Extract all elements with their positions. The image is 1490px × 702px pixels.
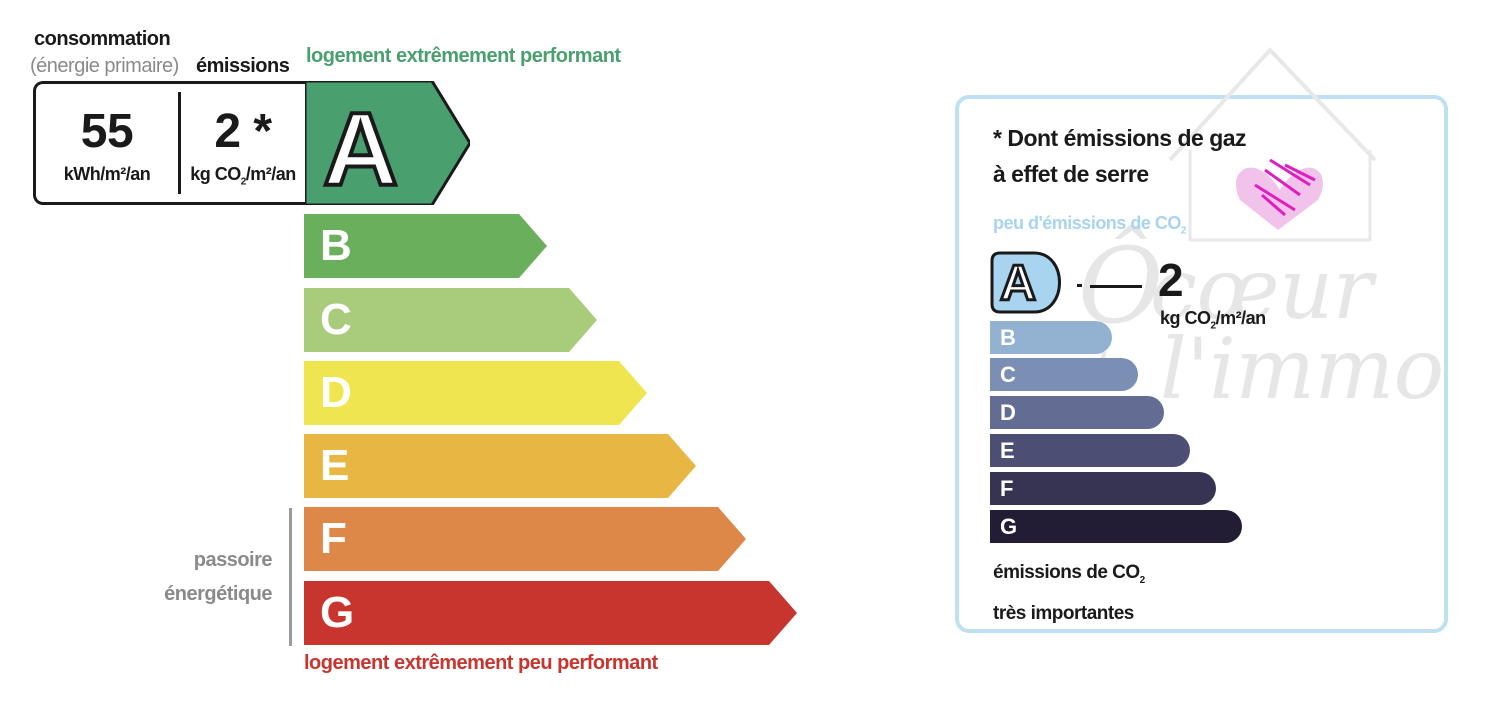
energy-class-c: C	[304, 288, 597, 352]
energy-class-d: D	[304, 361, 647, 425]
ges-unit-sub: 2	[240, 176, 247, 188]
co2-unit-prefix: kg CO	[1160, 308, 1211, 328]
co2-title-line2: à effet de serre	[993, 161, 1149, 187]
co2-high-label: émissions de CO2 très importantes	[993, 556, 1253, 630]
co2-unit-sub: 2	[1210, 320, 1217, 332]
energie-primaire-label: (énergie primaire)	[30, 55, 179, 77]
co2-value: 2	[1158, 254, 1184, 306]
value-box	[33, 81, 305, 205]
energy-class-g: G	[304, 581, 797, 645]
passoire-line2: énergétique	[164, 583, 272, 605]
co2-high-line1: émissions de CO2	[993, 556, 1253, 597]
watermark-coeur: cœur	[1150, 240, 1373, 338]
energy-class-b: B	[304, 214, 547, 278]
energy-value: 55	[80, 105, 134, 158]
co2-class-letter: C	[1000, 362, 1016, 387]
co2-class-e: E	[990, 434, 1190, 467]
co2-pointer-line	[1090, 285, 1142, 288]
energy-class-letter: G	[320, 588, 354, 637]
co2-low-label: peu d'émissions de CO2	[993, 213, 1186, 237]
value-divider	[178, 92, 181, 194]
co2-class-letter: E	[1000, 438, 1015, 463]
co2-class-letter: F	[1000, 476, 1013, 501]
co2-unit-suffix: /m²/an	[1215, 308, 1267, 328]
co2-class-letter: A	[1000, 255, 1036, 311]
energy-class-letter: B	[320, 221, 352, 270]
co2-unit: kg CO2/m²/an	[1160, 308, 1266, 332]
energy-unit: kWh/m²/an	[63, 164, 151, 184]
consommation-label: consommation	[34, 28, 171, 50]
co2-low-sub: 2	[1180, 225, 1187, 237]
ges-unit: kg CO2/m²/an	[181, 164, 305, 188]
energy-class-e: E	[304, 434, 696, 498]
co2-pointer-dot	[1077, 284, 1082, 287]
co2-high-sub: 2	[1139, 574, 1146, 586]
co2-class-g: G	[990, 510, 1242, 543]
co2-high-line2: très importantes	[993, 602, 1134, 624]
energy-class-letter: A	[323, 92, 398, 205]
bottom-performance-label: logement extrêmement peu performant	[304, 652, 658, 674]
passoire-label: passoire énergétique	[150, 543, 272, 611]
ges-value: 2 *	[214, 105, 272, 158]
co2-class-letter: D	[1000, 400, 1016, 425]
energy-class-letter: D	[320, 368, 352, 417]
watermark-immo: l'immo	[1160, 320, 1444, 418]
passoire-line1: passoire	[193, 549, 273, 571]
co2-class-d: D	[990, 396, 1164, 429]
energy-class-letter: F	[320, 514, 347, 563]
emissions-label: émissions	[196, 55, 290, 77]
energy-class-letter: E	[320, 441, 349, 490]
ges-unit-suffix: /m²/an	[245, 164, 297, 184]
energy-class-a: A	[305, 81, 470, 205]
co2-class-b: B	[990, 321, 1112, 354]
co2-class-f: F	[990, 472, 1216, 505]
top-performance-label: logement extrêmement performant	[306, 45, 621, 67]
house-heart-watermark-icon	[1168, 47, 1377, 242]
co2-title: * Dont émissions de gaz à effet de serre	[993, 120, 1323, 192]
co2-high-text: émissions de CO	[993, 562, 1140, 583]
co2-low-text: peu d'émissions de CO	[993, 213, 1181, 233]
co2-class-letter: G	[1000, 514, 1017, 539]
co2-title-line1: * Dont émissions de gaz	[993, 125, 1247, 151]
ges-unit-prefix: kg CO	[190, 164, 241, 184]
co2-class-a: A	[990, 251, 1074, 314]
passoire-bracket	[289, 508, 292, 646]
energy-class-f: F	[304, 507, 746, 571]
co2-class-letter: B	[1000, 325, 1016, 350]
energy-class-letter: C	[320, 295, 352, 344]
co2-class-c: C	[990, 358, 1138, 391]
